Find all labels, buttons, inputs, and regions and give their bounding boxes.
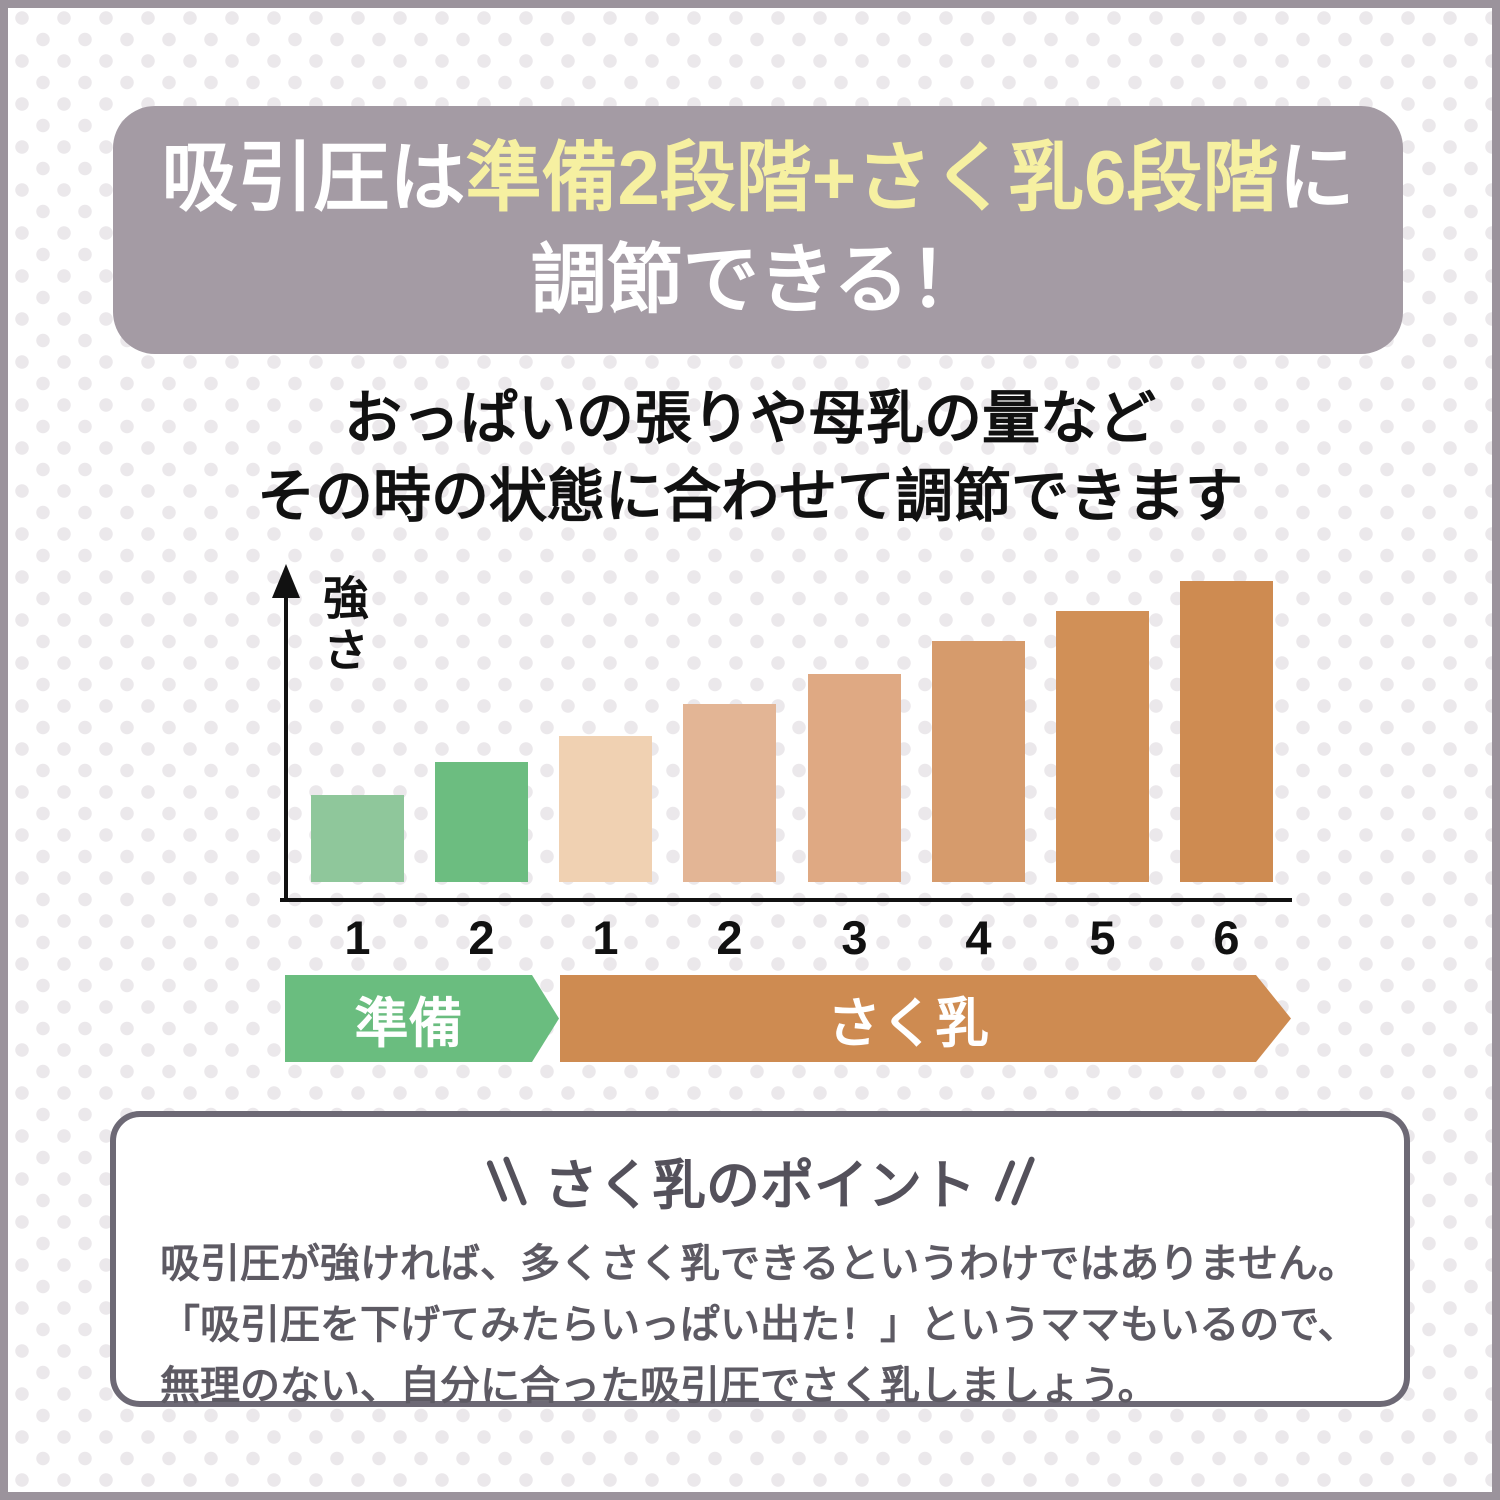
bar-さく乳-3 <box>808 674 901 882</box>
x-tick-さく乳-4: 4 <box>965 911 992 964</box>
x-tick-さく乳-1: 1 <box>592 911 619 964</box>
bar-chart: 強さ 1 2 1 2 3 4 5 6 準備 さく乳 <box>8 8 1492 1492</box>
point-box-title: さく乳のポイント <box>544 1156 976 1216</box>
point-box-body-line2: 「吸引圧を下げてみたらいっぱい出た！」というママもいるので、 <box>160 1303 1358 1347</box>
bar-さく乳-1 <box>559 736 652 882</box>
header-line2: 調節できる！ <box>530 238 986 323</box>
x-tick-準備-1: 1 <box>344 911 371 964</box>
x-tick-さく乳-6: 6 <box>1213 911 1240 964</box>
subtitle-line2: その時の状態に合わせて調節できます <box>256 464 1243 529</box>
point-box-body-line3: 無理のない、自分に合った吸引圧でさく乳しましょう。 <box>160 1364 1158 1408</box>
subtitle-line1: おっぱいの張りや母乳の量など <box>343 386 1156 451</box>
point-box: さく乳のポイント 吸引圧が強ければ、多くさく乳できるというわけではありません。 … <box>110 1111 1410 1408</box>
bar-さく乳-4 <box>932 641 1025 882</box>
y-axis-arrowhead-icon <box>272 564 300 598</box>
header-line1-highlight: 準備2段階+さく乳6段階 <box>465 136 1279 221</box>
banner-expression-label: さく乳 <box>827 994 989 1054</box>
header-line1-white1: 吸引圧は <box>161 136 466 221</box>
y-axis-label: 強さ <box>317 574 369 678</box>
emphasis-slash-right-icon <box>993 1155 1036 1207</box>
header-line1-white2: に <box>1278 136 1355 221</box>
x-tick-さく乳-5: 5 <box>1089 911 1116 964</box>
x-tick-準備-2: 2 <box>468 911 495 964</box>
subtitle: おっぱいの張りや母乳の量など その時の状態に合わせて調節できます <box>8 380 1492 536</box>
point-box-title-row: さく乳のポイント <box>116 1141 1404 1220</box>
x-axis-line <box>280 898 1292 902</box>
point-box-body: 吸引圧が強ければ、多くさく乳できるというわけではありません。 「吸引圧を下げてみ… <box>160 1234 1360 1417</box>
bar-さく乳-5 <box>1056 611 1149 882</box>
y-axis-line <box>284 594 288 900</box>
emphasis-slash-left-icon <box>485 1155 528 1207</box>
banner-expression: さく乳 <box>560 975 1291 1062</box>
banner-preparation: 準備 <box>285 975 559 1062</box>
bar-さく乳-6 <box>1180 581 1273 882</box>
x-tick-さく乳-3: 3 <box>841 911 868 964</box>
header-line1: 吸引圧は準備2段階+さく乳6段階に <box>162 128 1355 230</box>
bar-準備-2 <box>435 762 528 882</box>
banner-preparation-label: 準備 <box>354 994 463 1054</box>
x-tick-さく乳-2: 2 <box>716 911 743 964</box>
point-box-body-line1: 吸引圧が強ければ、多くさく乳できるというわけではありません。 <box>160 1242 1358 1286</box>
bar-さく乳-2 <box>683 704 776 882</box>
header-banner: 吸引圧は準備2段階+さく乳6段階に 調節できる！ <box>113 106 1403 354</box>
bar-準備-1 <box>311 795 404 882</box>
